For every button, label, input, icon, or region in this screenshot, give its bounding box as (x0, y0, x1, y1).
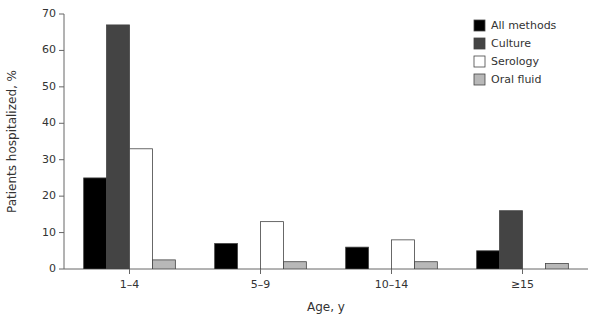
y-axis: 0 10 20 30 40 50 60 70 Patients hospitalized, % (5, 7, 64, 275)
x-tick-label: ≥15 (511, 278, 534, 291)
y-tick-label: 30 (42, 153, 56, 166)
y-tick (59, 269, 64, 270)
x-axis-label: Age, y (307, 300, 345, 314)
series (130, 149, 415, 269)
bar (152, 260, 175, 269)
bar (238, 269, 261, 270)
y-tick (59, 50, 64, 51)
bar (261, 222, 284, 269)
bar (500, 211, 523, 269)
bar (130, 149, 153, 269)
x-tick-label: 10–14 (375, 278, 409, 291)
x-tick-label: 1–4 (120, 278, 140, 291)
x-axis: 1–4 5–9 10–14 ≥15 Age, y (64, 269, 588, 314)
legend-swatch (474, 74, 485, 85)
y-axis-line (64, 14, 65, 269)
bar (392, 240, 415, 269)
y-tick (59, 159, 64, 160)
y-tick-label: 50 (42, 80, 56, 93)
bar (523, 269, 546, 270)
legend: All methods Culture Serology Oral fluid (474, 19, 557, 86)
bar (215, 244, 238, 270)
legend-label: Culture (491, 37, 531, 50)
x-tick (522, 269, 523, 274)
x-tick (129, 269, 130, 274)
x-tick (260, 269, 261, 274)
legend-label: All methods (491, 19, 557, 32)
y-tick-label: 20 (42, 189, 56, 202)
y-axis-label: Patients hospitalized, % (5, 70, 19, 213)
y-tick (59, 232, 64, 233)
y-tick (59, 123, 64, 124)
legend-swatch (474, 56, 485, 67)
x-tick-label: 5–9 (251, 278, 271, 291)
chart: 0 10 20 30 40 50 60 70 Patients hospitalized, % 1… (0, 0, 600, 321)
bar (545, 264, 568, 269)
bar (477, 251, 500, 269)
y-tick-label: 0 (49, 262, 56, 275)
x-tick (391, 269, 392, 274)
legend-label: Serology (491, 55, 540, 68)
bar (84, 178, 107, 269)
bar (414, 262, 437, 269)
y-tick (59, 86, 64, 87)
y-tick (59, 14, 64, 15)
y-tick-label: 10 (42, 226, 56, 239)
series (152, 260, 568, 269)
y-tick-label: 60 (42, 43, 56, 56)
bar (283, 262, 306, 269)
bar (107, 25, 130, 269)
y-tick (59, 196, 64, 197)
y-tick-label: 70 (42, 7, 56, 20)
legend-swatch (474, 38, 485, 49)
bars (84, 25, 569, 269)
bar (346, 247, 369, 269)
series (107, 25, 523, 269)
y-tick-label: 40 (42, 116, 56, 129)
legend-swatch (474, 20, 485, 31)
bar (369, 269, 392, 270)
legend-label: Oral fluid (491, 73, 541, 86)
